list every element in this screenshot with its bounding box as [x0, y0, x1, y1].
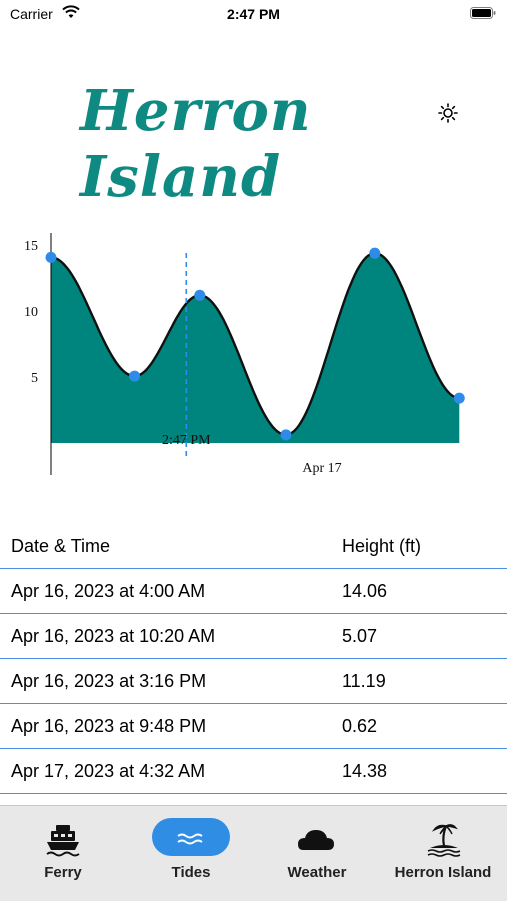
- y-tick-label: 10: [24, 305, 38, 320]
- row-time: Apr 16, 2023 at 4:00 AM: [11, 581, 206, 601]
- tab-label: Ferry: [44, 864, 82, 881]
- y-tick-label: 5: [31, 371, 38, 386]
- tide-curve: [50, 251, 460, 437]
- row-time: Apr 16, 2023 at 9:48 PM: [11, 716, 207, 736]
- table-row[interactable]: Apr 16, 2023 at 10:20 AM 5.07: [0, 614, 507, 659]
- status-time: 2:47 PM: [227, 6, 280, 22]
- row-height: 14.38: [342, 761, 388, 781]
- row-height: 14.06: [342, 581, 388, 601]
- day-label: Apr 17: [302, 461, 341, 476]
- cloud-icon: [298, 830, 334, 850]
- tab-tides[interactable]: Tides: [128, 806, 254, 901]
- tab-bar: Ferry Tides Weather Herron Island: [0, 805, 507, 901]
- row-height: 5.07: [342, 626, 378, 646]
- tab-ferry[interactable]: Ferry: [0, 806, 126, 901]
- tide-table: Date & Time Height (ft) Apr 16, 2023 at …: [0, 524, 507, 794]
- table-row[interactable]: Apr 17, 2023 at 4:32 AM 14.38: [0, 749, 507, 794]
- tide-point: [280, 429, 292, 441]
- tide-chart: 5 10 15 2:47 PM Apr 17: [24, 233, 465, 476]
- tide-point: [129, 370, 141, 382]
- wifi-icon: [62, 5, 80, 18]
- row-time: Apr 16, 2023 at 10:20 AM: [11, 626, 216, 646]
- battery-icon: [470, 7, 496, 19]
- page-title: Herron Island: [80, 78, 312, 210]
- tab-label: Weather: [287, 864, 347, 881]
- tab-label: Tides: [171, 864, 211, 881]
- header-date-time: Date & Time: [11, 536, 111, 556]
- row-time: Apr 17, 2023 at 4:32 AM: [11, 761, 206, 781]
- status-bar: Carrier 2:47 PM: [0, 0, 507, 30]
- tide-points: [45, 247, 465, 441]
- table-row[interactable]: Apr 16, 2023 at 4:00 AM 14.06: [0, 569, 507, 614]
- island-icon: [427, 824, 461, 857]
- row-time: Apr 16, 2023 at 3:16 PM: [11, 671, 207, 691]
- current-time-label: 2:47 PM: [162, 433, 211, 448]
- carrier-label: Carrier: [10, 6, 53, 22]
- tide-point: [453, 392, 465, 404]
- row-height: 0.62: [342, 716, 378, 736]
- tab-weather[interactable]: Weather: [254, 806, 380, 901]
- sun-gear-icon[interactable]: [438, 103, 458, 123]
- tide-point: [194, 289, 206, 301]
- ferry-icon: [46, 825, 80, 857]
- tide-point: [369, 247, 381, 259]
- table-row[interactable]: Apr 16, 2023 at 3:16 PM 11.19: [0, 659, 507, 704]
- y-tick-labels: 5 10 15: [24, 239, 38, 386]
- tide-point: [45, 251, 57, 263]
- table-row[interactable]: Apr 16, 2023 at 9:48 PM 0.62: [0, 704, 507, 749]
- header-height: Height (ft): [342, 536, 422, 556]
- waves-icon: [177, 833, 203, 845]
- tide-area: [51, 253, 460, 443]
- row-height: 11.19: [342, 671, 386, 691]
- tab-label: Herron Island: [394, 864, 492, 881]
- y-tick-label: 15: [24, 239, 38, 254]
- table-header: Date & Time Height (ft): [0, 524, 507, 569]
- tab-herron-island[interactable]: Herron Island: [380, 806, 506, 901]
